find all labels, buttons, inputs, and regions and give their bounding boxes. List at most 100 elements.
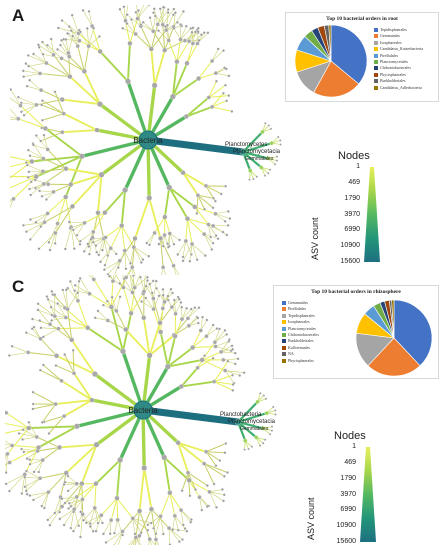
tree-node	[73, 283, 77, 287]
tree-node	[162, 299, 167, 305]
tree-node	[243, 438, 248, 443]
tree-node	[166, 242, 170, 246]
tree-node	[26, 175, 30, 179]
tree-node	[71, 371, 77, 376]
tree-edge	[97, 173, 103, 214]
tree-node	[118, 295, 122, 299]
tree-node	[71, 348, 75, 352]
tree-node	[121, 285, 126, 290]
tree-edge	[29, 459, 43, 465]
tree-edge	[171, 77, 200, 98]
tree-edge	[84, 212, 106, 224]
tree-edge	[65, 39, 69, 54]
tree-node	[239, 148, 247, 156]
legend-entry: Planctomycetales	[282, 326, 316, 331]
tree-node	[255, 175, 259, 179]
tree-node	[10, 88, 13, 91]
tree-edge	[140, 24, 154, 32]
tree-edge	[181, 472, 189, 492]
tree-node	[202, 461, 207, 466]
tree-node	[112, 544, 115, 545]
tree-edge	[18, 433, 38, 438]
tree-node	[226, 359, 230, 363]
tree-node	[171, 528, 175, 532]
tree-node	[275, 155, 279, 158]
tree-node	[53, 401, 58, 407]
tree-node	[154, 532, 158, 536]
tree-edge	[236, 420, 258, 439]
tree-edge	[33, 144, 49, 150]
tree-edge	[166, 346, 194, 368]
tree-node	[16, 116, 21, 121]
tree-node	[37, 45, 41, 49]
tree-node	[163, 25, 167, 29]
tree-node	[21, 69, 25, 73]
tree-edge	[236, 412, 268, 424]
tree-node	[42, 506, 46, 510]
tree-node	[25, 163, 29, 167]
tree-edge	[197, 194, 214, 209]
tree-edge	[160, 515, 164, 535]
tree-node	[94, 127, 100, 133]
tree-edge	[91, 25, 101, 52]
tree-edge	[241, 142, 273, 154]
tree-branch-label: Planctomycetacia	[228, 419, 276, 425]
legend-entry: Isosphaerales	[282, 319, 310, 325]
tree-node	[7, 354, 11, 357]
tree-node	[25, 492, 29, 496]
tree-node	[69, 29, 73, 33]
tree-node	[75, 43, 80, 49]
tree-node	[203, 354, 207, 358]
tree-node	[48, 523, 52, 527]
tree-node	[210, 247, 214, 251]
tree-node	[250, 445, 254, 449]
tree-node	[85, 325, 91, 331]
tree-root-label: Bacteria	[133, 136, 163, 145]
tree-node	[28, 237, 32, 241]
tree-edge	[224, 370, 240, 376]
tree-edge	[209, 489, 223, 493]
tree-edge	[197, 194, 215, 199]
tree-edge	[32, 391, 57, 405]
legend-swatch	[282, 301, 286, 306]
tree-node	[225, 332, 229, 336]
tree-node	[261, 426, 266, 431]
tree-node	[34, 186, 38, 190]
tree-node	[77, 279, 81, 283]
tree-node	[27, 170, 31, 174]
tree-edge	[142, 21, 154, 32]
tree-edge	[148, 538, 151, 545]
tree-node	[214, 79, 218, 83]
tree-edge	[31, 328, 41, 339]
tree-node	[184, 216, 191, 222]
tree-edge	[150, 48, 156, 87]
tree-node	[266, 156, 271, 161]
tree-edge	[23, 73, 41, 77]
tree-node	[158, 514, 163, 519]
tree-node	[116, 266, 120, 270]
tree-edge	[155, 539, 159, 545]
tree-edge	[162, 8, 175, 26]
tree-edge	[131, 266, 136, 275]
tree-node	[160, 22, 165, 27]
tree-edge	[29, 491, 49, 496]
tree-node	[82, 249, 86, 253]
legend-label: Chthoniobacterales	[380, 65, 411, 71]
tree-node	[42, 220, 47, 225]
tree-edge	[68, 26, 80, 41]
tree-node	[233, 351, 237, 355]
tree-node	[114, 495, 120, 501]
tree-node	[67, 54, 72, 59]
tree-node	[189, 520, 193, 524]
tree-node	[93, 481, 99, 487]
tree-node	[40, 169, 46, 174]
tree-node	[183, 238, 188, 244]
tree-node	[200, 508, 204, 512]
tree-node	[29, 218, 32, 221]
tree-edge	[120, 189, 127, 227]
tree-node	[20, 447, 24, 451]
tree-edge	[164, 40, 186, 51]
tree-edge	[172, 515, 176, 531]
tree-node	[28, 462, 32, 466]
tree-node	[91, 229, 96, 234]
